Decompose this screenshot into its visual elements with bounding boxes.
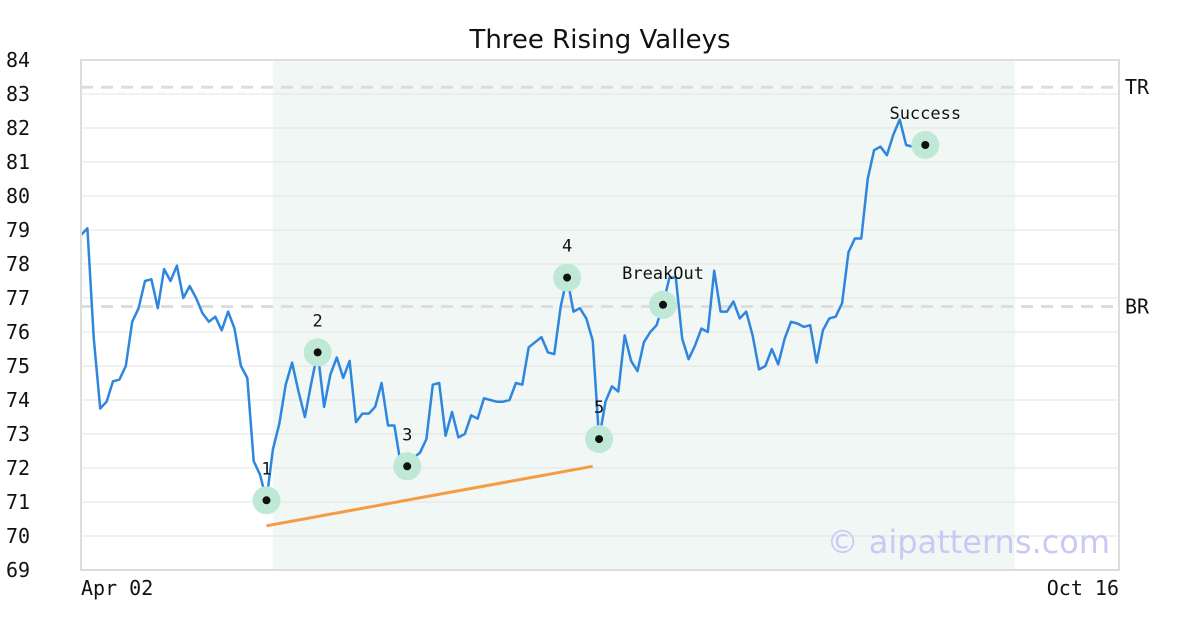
y-tick-label: 72 [6, 456, 30, 480]
x-tick-label: Apr 02 [81, 576, 153, 600]
plot-frame [80, 59, 1120, 571]
y-tick-label: 73 [6, 422, 30, 446]
y-tick-label: 70 [6, 524, 30, 548]
marker-label: Success [889, 104, 961, 124]
marker-point [921, 141, 930, 149]
y-tick-label: 84 [6, 48, 30, 72]
marker-point [262, 496, 271, 505]
level-label-tr: TR [1125, 75, 1150, 99]
marker-point [403, 462, 412, 471]
level-label-br: BR [1125, 295, 1150, 319]
y-tick-label: 77 [6, 286, 30, 310]
y-tick-label: 81 [6, 150, 30, 174]
marker-point [595, 435, 604, 444]
marker-label: 2 [313, 311, 323, 331]
y-tick-label: 82 [6, 116, 30, 140]
y-tick-label: 74 [6, 388, 30, 412]
y-tick-label: 83 [6, 82, 30, 106]
valley-trendline [266, 464, 593, 528]
y-tick-label: 69 [6, 558, 30, 582]
y-tick-label: 76 [6, 320, 30, 344]
y-tick-label: 75 [6, 354, 30, 378]
marker-label: 4 [562, 237, 572, 257]
marker-point [659, 300, 668, 309]
y-tick-label: 71 [6, 490, 30, 514]
marker-label: 5 [594, 398, 604, 418]
y-tick-label: 78 [6, 252, 30, 276]
y-tick-label: 79 [6, 218, 30, 242]
watermark-text: © aipatterns.com [827, 523, 1110, 561]
marker-label: 1 [261, 459, 271, 479]
y-tick-label: 80 [6, 184, 30, 208]
x-tick-label: Oct 16 [1047, 576, 1119, 600]
marker-label: BreakOut [622, 264, 704, 284]
marker-label: 3 [402, 425, 412, 445]
price-line [80, 118, 913, 502]
marker-point [563, 273, 572, 282]
chart-title: Three Rising Valleys [468, 25, 730, 55]
marker-point [313, 348, 322, 357]
